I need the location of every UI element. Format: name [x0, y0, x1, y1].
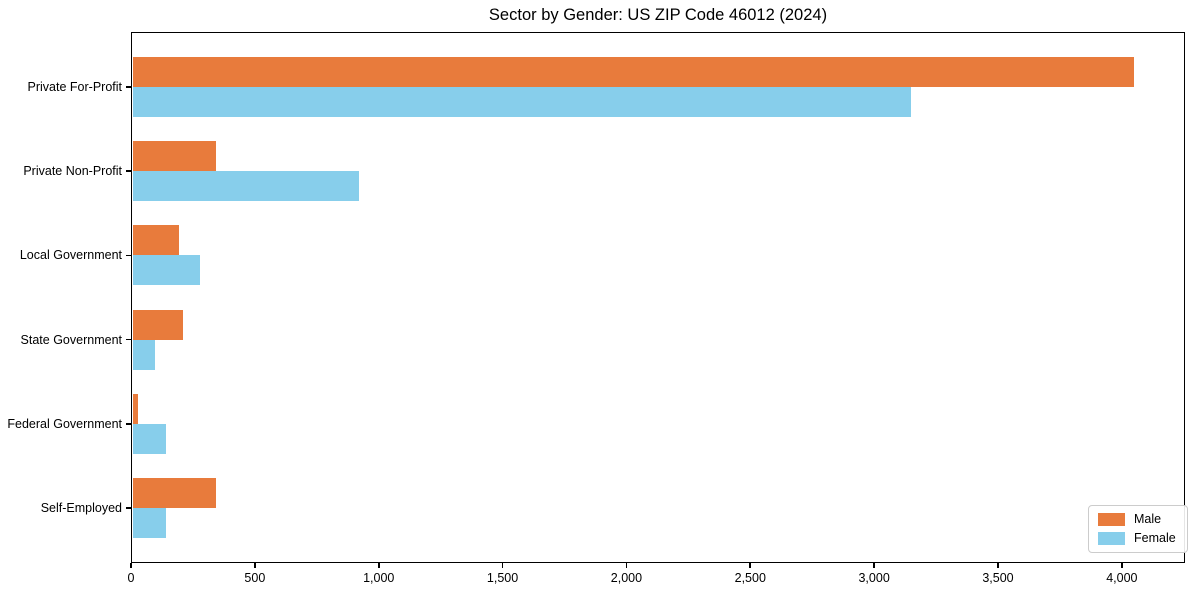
bar-female-5 — [132, 508, 166, 539]
bar-female-3 — [132, 339, 155, 370]
x-tick-mark — [254, 563, 256, 568]
x-tick-label: 4,000 — [1106, 571, 1138, 585]
x-tick-mark — [1121, 563, 1123, 568]
chart-title: Sector by Gender: US ZIP Code 46012 (202… — [488, 6, 828, 24]
x-tick-label: 500 — [244, 571, 266, 585]
legend-swatch-male — [1098, 513, 1125, 526]
y-tick-label: Private For-Profit — [27, 79, 122, 94]
y-tick-label: Local Government — [19, 248, 122, 263]
y-tick-label: State Government — [20, 332, 122, 347]
y-tick-mark — [126, 85, 131, 88]
legend-entry-male: Male — [1098, 513, 1176, 526]
bar-male-4 — [132, 393, 139, 424]
x-tick-label: 3,000 — [858, 571, 890, 585]
x-tick-label: 1,500 — [486, 571, 519, 585]
bar-male-2 — [132, 225, 180, 256]
x-tick-mark — [377, 563, 380, 568]
bar-male-1 — [132, 141, 217, 172]
bar-female-0 — [132, 86, 912, 117]
y-tick-mark — [126, 254, 131, 257]
y-tick-mark — [126, 507, 131, 509]
x-tick-label: 1,000 — [363, 571, 395, 585]
plot-area — [131, 32, 1185, 563]
x-tick-label: 3,500 — [982, 571, 1014, 585]
x-tick-mark — [501, 563, 504, 568]
bar-female-4 — [132, 423, 166, 454]
x-tick-mark — [749, 563, 752, 568]
x-tick-label: 0 — [127, 571, 135, 585]
y-tick-mark — [126, 170, 131, 172]
y-tick-label: Private Non-Profit — [23, 164, 122, 179]
x-tick-label: 2,500 — [734, 571, 766, 585]
x-tick-mark — [873, 563, 875, 568]
y-tick-label: Self-Employed — [40, 501, 122, 516]
bar-male-5 — [132, 478, 217, 509]
bar-male-0 — [132, 56, 1135, 87]
x-tick-label: 2,000 — [610, 571, 643, 585]
bar-female-2 — [132, 255, 201, 286]
legend-label-male: Male — [1134, 512, 1162, 527]
y-tick-mark — [126, 423, 131, 425]
legend: Male Female — [1088, 505, 1188, 553]
legend-entry-female: Female — [1098, 532, 1176, 545]
x-tick-mark — [130, 563, 132, 568]
bar-male-3 — [132, 309, 183, 340]
bar-female-1 — [132, 171, 359, 202]
y-tick-label: Federal Government — [7, 416, 122, 431]
y-tick-mark — [126, 338, 131, 341]
x-tick-mark — [625, 563, 628, 568]
x-tick-mark — [997, 563, 999, 568]
legend-label-female: Female — [1134, 531, 1176, 546]
legend-swatch-female — [1098, 532, 1125, 545]
